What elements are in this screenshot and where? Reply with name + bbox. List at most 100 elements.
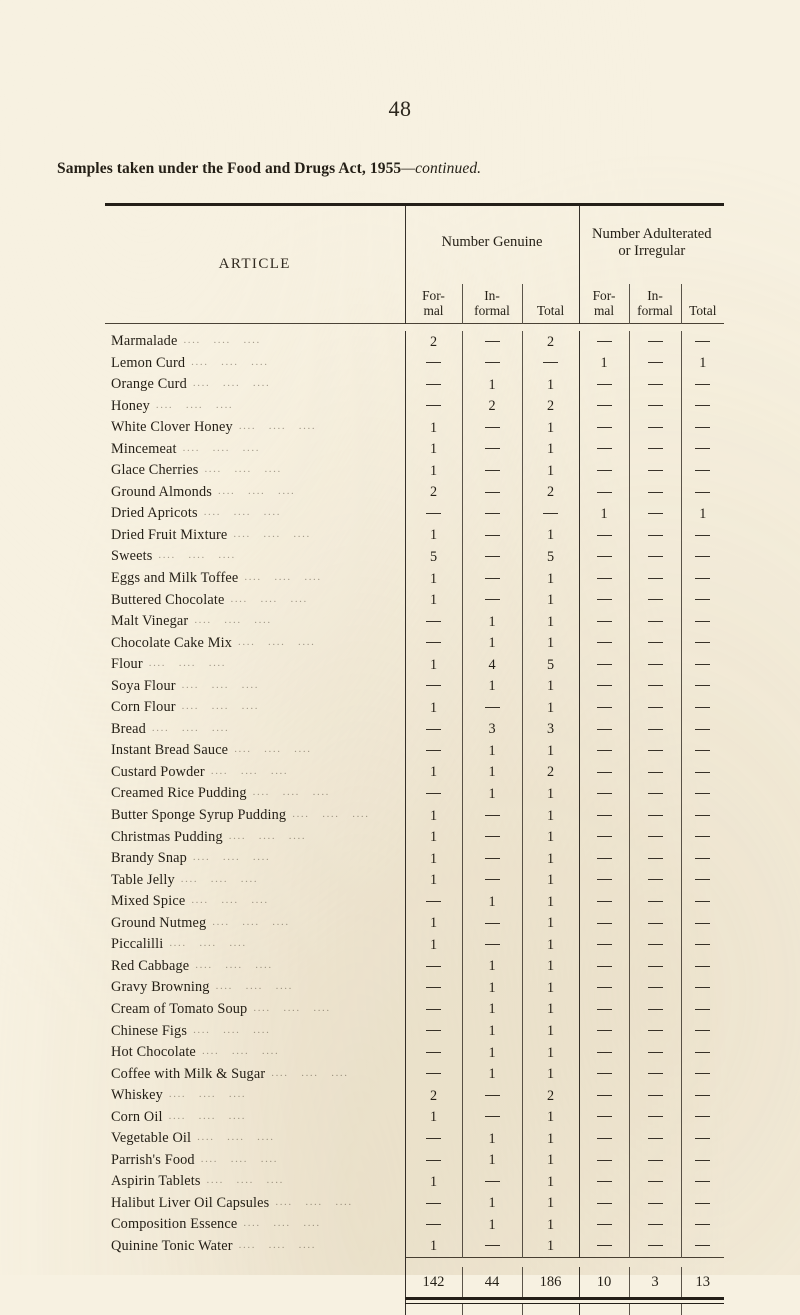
dash-mark [695, 793, 710, 794]
cell-genuine-formal: 1 [405, 697, 462, 719]
dash-mark [648, 513, 663, 514]
dash-mark [695, 966, 710, 967]
article-label: Dried Fruit Mixture [111, 527, 227, 543]
dash-mark [597, 1095, 612, 1096]
dash-mark [426, 966, 441, 967]
cell-adulterated-total [681, 568, 724, 590]
dash-mark [695, 707, 710, 708]
cell-genuine-formal [405, 956, 462, 978]
cell-adulterated-total [681, 1064, 724, 1086]
dash-mark [597, 836, 612, 837]
cell-adulterated-informal [629, 1236, 681, 1258]
article-name-cell: Aspirin Tablets.... .... .... [105, 1171, 405, 1193]
cell-genuine-informal: 1 [462, 891, 522, 913]
cell-adulterated-formal [579, 396, 629, 418]
cell-adulterated-total [681, 654, 724, 676]
dash-mark [648, 535, 663, 536]
cell-genuine-formal: 1 [405, 870, 462, 892]
cell-genuine-informal: 1 [462, 676, 522, 698]
leader-dots: .... .... .... [211, 761, 288, 782]
totals-label-cell [105, 1267, 405, 1299]
cell-genuine-total: 1 [522, 611, 579, 633]
subheader-genuine-total: Total [522, 284, 579, 324]
article-name-cell: Mincemeat.... .... .... [105, 439, 405, 461]
cell-genuine-total: 1 [522, 934, 579, 956]
dash-mark [648, 685, 663, 686]
article-label: Marmalade [111, 333, 177, 349]
bottom-stub-1 [462, 1303, 522, 1315]
dash-mark [597, 1160, 612, 1161]
cell-adulterated-total [681, 697, 724, 719]
leader-dots: .... .... .... [183, 438, 260, 459]
cell-adulterated-informal [629, 891, 681, 913]
cell-adulterated-total [681, 956, 724, 978]
dash-mark [648, 836, 663, 837]
totals-top-rule [405, 1258, 724, 1267]
group-header-adulterated-line1: Number Adulterated [592, 226, 712, 242]
dash-mark [648, 1181, 663, 1182]
cell-genuine-informal [462, 805, 522, 827]
cell-genuine-formal: 1 [405, 525, 462, 547]
leader-dots: .... .... .... [234, 739, 311, 760]
dash-mark [695, 923, 710, 924]
table-caption: Samples taken under the Food and Drugs A… [57, 160, 481, 178]
dash-mark [597, 987, 612, 988]
cell-adulterated-informal [629, 848, 681, 870]
cell-adulterated-informal [629, 977, 681, 999]
cell-genuine-informal: 1 [462, 999, 522, 1021]
article-label: Bread [111, 721, 146, 737]
dash-mark [426, 1009, 441, 1010]
dash-mark [695, 664, 710, 665]
cell-adulterated-total [681, 417, 724, 439]
bottom-stub-3 [579, 1303, 629, 1315]
leader-dots: .... .... .... [244, 567, 321, 588]
cell-genuine-formal: 1 [405, 439, 462, 461]
subheader-adulterated-formal-line1: For- [593, 288, 616, 303]
dash-mark [597, 793, 612, 794]
dash-mark [485, 879, 500, 880]
cell-genuine-informal [462, 331, 522, 353]
cell-adulterated-total [681, 1214, 724, 1236]
leader-dots: .... .... .... [156, 395, 233, 416]
dash-mark [695, 750, 710, 751]
article-name-cell: Marmalade.... .... .... [105, 331, 405, 353]
dash-mark [597, 664, 612, 665]
cell-adulterated-informal [629, 827, 681, 849]
dash-mark [695, 535, 710, 536]
cell-adulterated-formal [579, 633, 629, 655]
cell-adulterated-informal [629, 697, 681, 719]
dash-mark [485, 492, 500, 493]
dash-mark [695, 384, 710, 385]
dash-mark [648, 772, 663, 773]
dash-mark [426, 384, 441, 385]
table-head: ARTICLE Number Genuine Number Adulterate… [105, 206, 724, 324]
cell-adulterated-formal [579, 331, 629, 353]
cell-genuine-informal [462, 1107, 522, 1129]
cell-adulterated-informal [629, 956, 681, 978]
subheader-adulterated-formal: For- mal [579, 284, 629, 324]
dash-mark [648, 1030, 663, 1031]
article-label: Parrish's Food [111, 1152, 195, 1168]
leader-dots: .... .... .... [204, 459, 281, 480]
cell-genuine-formal: 1 [405, 913, 462, 935]
cell-genuine-informal [462, 697, 522, 719]
total-adulterated-informal: 3 [629, 1267, 681, 1299]
cell-adulterated-total [681, 611, 724, 633]
subheader-genuine-formal: For- mal [405, 284, 462, 324]
samples-table: ARTICLE Number Genuine Number Adulterate… [105, 206, 724, 1315]
caption-continued-text: —continued. [401, 160, 481, 177]
cell-genuine-informal: 2 [462, 396, 522, 418]
article-name-cell: Cream of Tomato Soup.... .... .... [105, 999, 405, 1021]
cell-adulterated-formal [579, 417, 629, 439]
article-label: Instant Bread Sauce [111, 742, 228, 758]
leader-dots: .... .... .... [202, 1041, 279, 1062]
